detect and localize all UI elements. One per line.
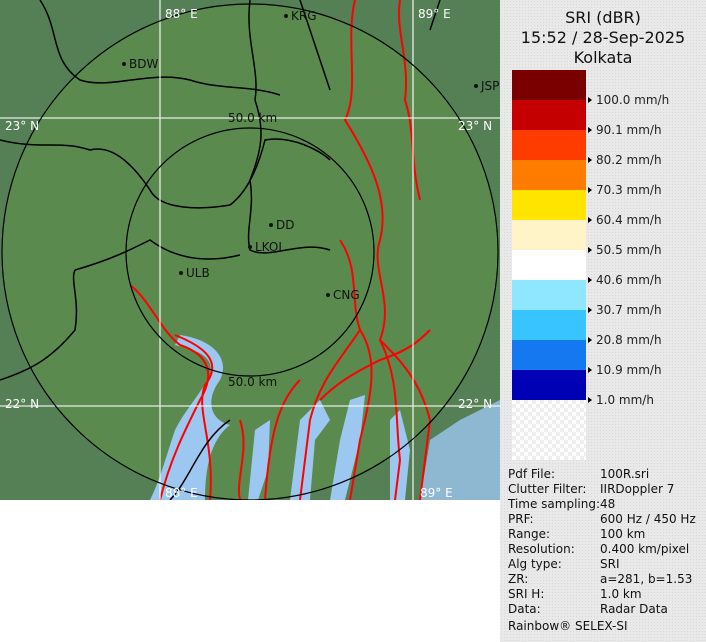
lat-label: 22° N (5, 397, 39, 411)
info-value: Radar Data (600, 602, 668, 616)
city-label: KRG (291, 9, 317, 23)
info-row: Alg type: SRI (508, 557, 620, 571)
info-value: a=281, b=1.53 (600, 572, 693, 586)
legend-label: 50.5 mm/h (588, 243, 662, 257)
legend-label: 30.7 mm/h (588, 303, 662, 317)
city-marker (179, 271, 183, 275)
admin-borders (0, 0, 441, 500)
city-marker (474, 84, 478, 88)
radar-map[interactable]: 88° E 89° E 88° E 89° E 23° N 23° N 22° … (0, 0, 500, 500)
info-value: 0.400 km/pixel (600, 542, 690, 556)
legend-swatch (512, 340, 586, 370)
info-value: 100R.sri (600, 467, 650, 481)
city-label: LKOL (255, 240, 285, 254)
lon-label: 89° E (418, 7, 451, 21)
lat-label: 23° N (5, 119, 39, 133)
site-name: Kolkata (573, 48, 633, 67)
info-row: Clutter Filter: IIRDoppler 7 (508, 482, 674, 496)
lat-label: 23° N (458, 119, 492, 133)
info-key: Clutter Filter: (508, 482, 587, 496)
legend-swatch (512, 160, 586, 190)
legend-label: 40.6 mm/h (588, 273, 662, 287)
legend-label: 80.2 mm/h (588, 153, 662, 167)
graticule (0, 0, 500, 500)
legend-swatch (512, 220, 586, 250)
info-row: Time sampling: 48 (508, 497, 615, 511)
info-key: Pdf File: (508, 467, 556, 481)
info-value: 100 km (600, 527, 646, 541)
legend-swatch (512, 130, 586, 160)
city-label: CNG (333, 288, 360, 302)
info-value: IIRDoppler 7 (600, 482, 675, 496)
legend-label: 20.8 mm/h (588, 333, 662, 347)
legend-swatch (512, 250, 586, 280)
info-key: PRF: (508, 512, 534, 526)
legend-swatch (512, 310, 586, 340)
legend-label: 70.3 mm/h (588, 183, 662, 197)
info-row: Resolution: 0.400 km/pixel (508, 542, 689, 556)
sea-area (420, 400, 500, 500)
city-marker (284, 14, 288, 18)
product-title: SRI (dBR) (565, 8, 641, 27)
info-value: 600 Hz / 450 Hz (600, 512, 696, 526)
rivers (129, 0, 432, 500)
lon-label: 89° E (420, 486, 453, 500)
info-key: ZR: (508, 572, 529, 586)
datetime: 15:52 / 28-Sep-2025 (520, 28, 686, 47)
city-marker (269, 223, 273, 227)
legend-panel: SRI (dBR) 15:52 / 28-Sep-2025 Kolkata 10… (500, 0, 706, 642)
city-marker (248, 245, 252, 249)
info-key: SRI H: (508, 587, 545, 601)
lon-label: 88° E (165, 7, 198, 21)
city-marker (326, 293, 330, 297)
info-key: Resolution: (508, 542, 575, 556)
info-key: Time sampling: (508, 497, 601, 511)
legend-swatch (512, 100, 586, 130)
legend-swatch (512, 70, 586, 100)
range-ring-label: 50.0 km (228, 375, 277, 389)
info-row: ZR: a=281, b=1.53 (508, 572, 692, 586)
info-value: SRI (600, 557, 620, 571)
info-key: Range: (508, 527, 551, 541)
info-row: PRF: 600 Hz / 450 Hz (508, 512, 696, 526)
city-label: DD (276, 218, 294, 232)
land-area (2, 4, 498, 500)
legend-label: 90.1 mm/h (588, 123, 662, 137)
lat-label: 22° N (458, 397, 492, 411)
legend-swatch (512, 370, 586, 400)
city-label: ULB (186, 266, 210, 280)
legend-swatch (512, 280, 586, 310)
info-value: 48 (600, 497, 616, 511)
lon-label: 88° E (165, 486, 198, 500)
range-ring-label: 50.0 km (228, 111, 277, 125)
legend-label: 1.0 mm/h (588, 393, 654, 407)
footer-credit: Rainbow® SELEX-SI (508, 619, 628, 633)
no-data-swatch (512, 400, 586, 460)
info-row: Range: 100 km (508, 527, 645, 541)
legend-label: 100.0 mm/h (588, 93, 669, 107)
city-label: JSP (480, 79, 499, 93)
info-key: Data: (508, 602, 541, 616)
city-marker (122, 62, 126, 66)
legend-label: 10.9 mm/h (588, 363, 662, 377)
legend-label: 60.4 mm/h (588, 213, 662, 227)
info-row: SRI H: 1.0 km (508, 587, 642, 601)
info-key: Alg type: (508, 557, 562, 571)
legend-swatch (512, 190, 586, 220)
city-label: BDW (129, 57, 158, 71)
info-value: 1.0 km (600, 587, 642, 601)
info-row: Data: Radar Data (508, 602, 668, 616)
info-row: Pdf File: 100R.sri (508, 467, 649, 481)
range-rings (1, 3, 499, 500)
